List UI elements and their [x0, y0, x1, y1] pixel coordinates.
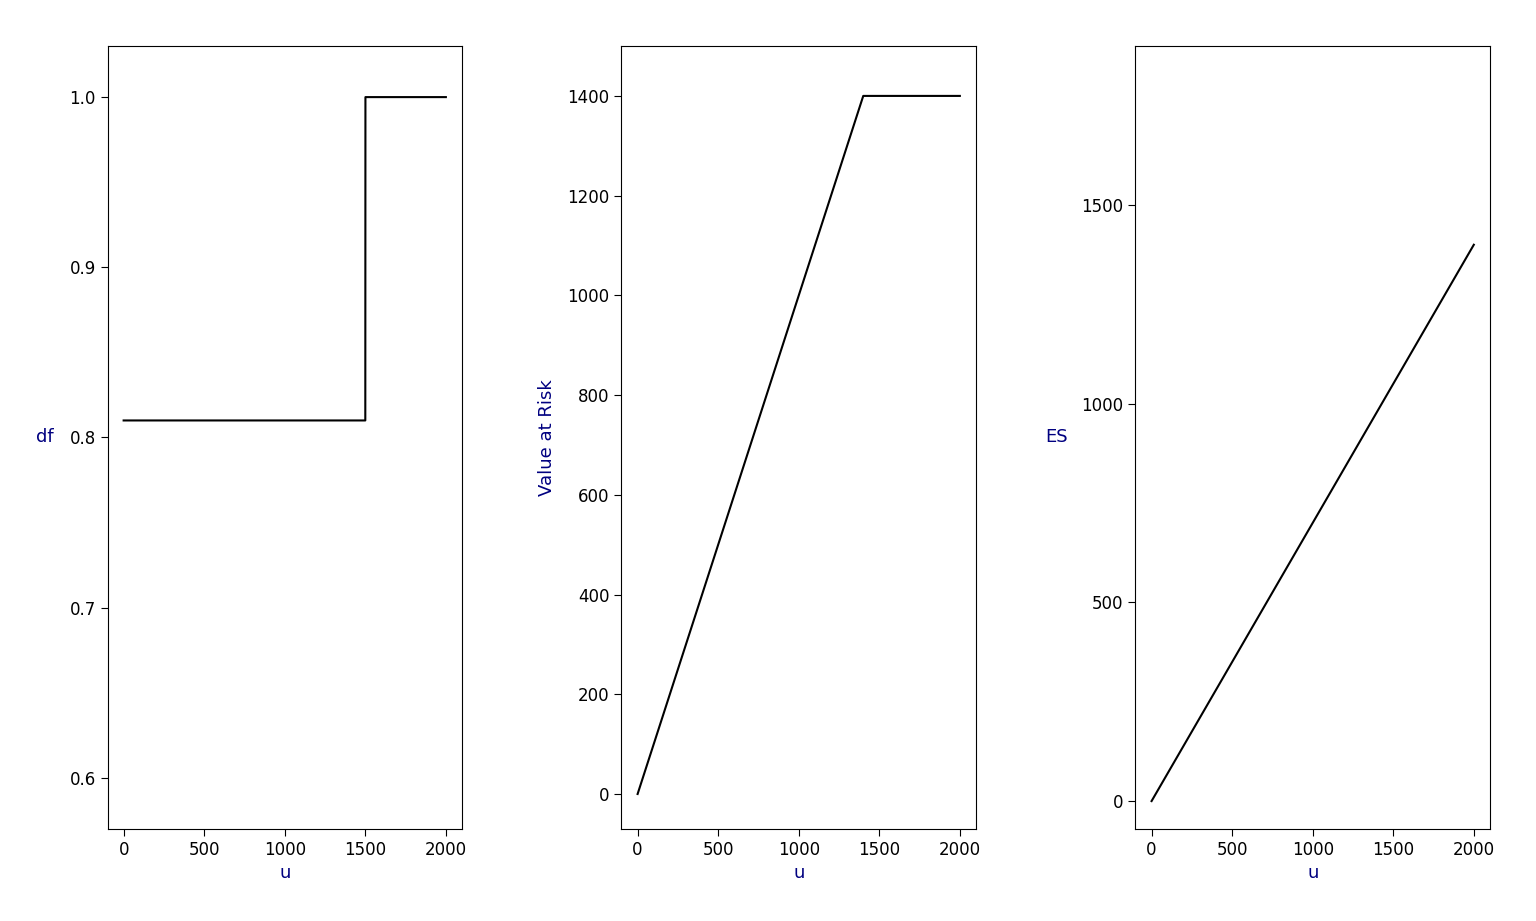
X-axis label: u: u — [1307, 864, 1318, 882]
Y-axis label: df: df — [35, 428, 54, 447]
Y-axis label: Value at Risk: Value at Risk — [538, 379, 556, 495]
X-axis label: u: u — [280, 864, 290, 882]
X-axis label: u: u — [793, 864, 805, 882]
Y-axis label: ES: ES — [1044, 428, 1068, 447]
